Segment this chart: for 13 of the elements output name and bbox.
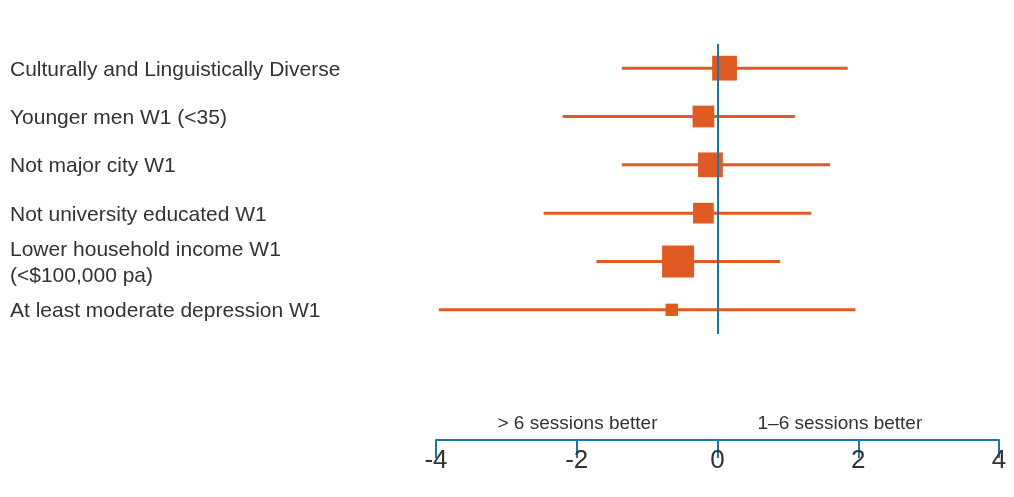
x-tick-label: 2 <box>851 444 866 474</box>
y-tick-label: Younger men W1 (<35) <box>10 105 227 128</box>
y-tick-label: Not university educated W1 <box>10 201 267 225</box>
y-tick-label: Not major city W1 <box>10 153 176 177</box>
x-tick-label: 4 <box>991 444 1007 474</box>
y-tick-label: At least moderate depression W1 <box>10 298 321 322</box>
text: > 6 sessions better <box>497 411 659 433</box>
x-tick-label: -2 <box>565 444 589 474</box>
text: 1–6 sessions better <box>757 411 923 433</box>
y-tick-label: Culturally and Linguistically Diverse <box>10 56 341 80</box>
y-tick-label: Lower household income W1 (<$100,000 pa) <box>10 237 281 286</box>
x-tick-label: 0 <box>710 444 725 474</box>
x-tick-label: -4 <box>424 444 448 474</box>
